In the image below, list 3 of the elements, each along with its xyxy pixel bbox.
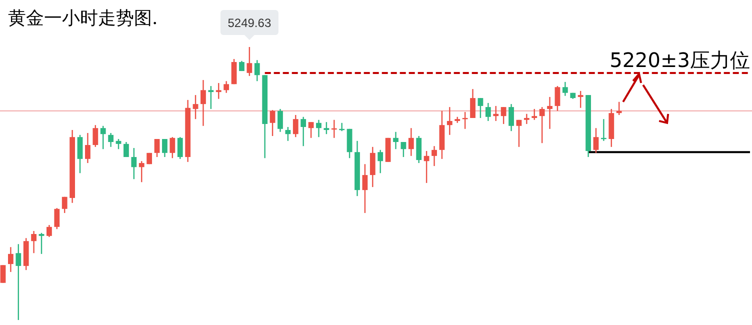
chart-title: 黄金一小时走势图. [8,8,158,29]
annotation: 5220±3压力位 [610,48,750,72]
annotation: 5249.63 [228,16,272,30]
